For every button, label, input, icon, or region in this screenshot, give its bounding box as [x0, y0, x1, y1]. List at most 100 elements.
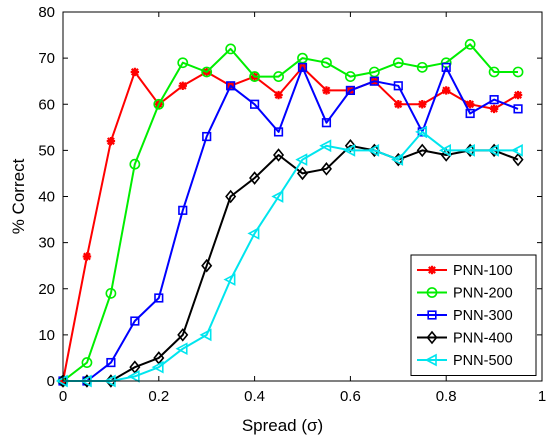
data-point: [250, 99, 260, 109]
data-point: [368, 66, 380, 78]
data-point: [512, 66, 524, 78]
data-point: [297, 62, 308, 72]
legend-marker: [426, 287, 438, 298]
data-point: [512, 152, 524, 167]
legend: PNN-100 PNN-200 PNN-300 PNN-400 PNN-500: [410, 254, 537, 376]
legend-entry-pnn-100: PNN-100: [417, 263, 513, 279]
data-point: [489, 104, 499, 114]
series-pnn-400: [57, 138, 524, 388]
data-point: [105, 287, 117, 299]
data-point: [465, 100, 475, 109]
legend-label: PNN-500: [453, 353, 513, 369]
data-point: [202, 131, 212, 142]
data-point: [177, 328, 189, 342]
data-point: [343, 144, 356, 157]
data-point: [130, 67, 140, 77]
legend-entry-pnn-500: PNN-500: [417, 353, 513, 369]
data-point: [369, 76, 379, 86]
y-tick-label: 70: [38, 50, 55, 67]
data-point: [392, 57, 404, 69]
x-tick-label: 1: [538, 388, 546, 405]
x-axis-label: Spread (σ): [242, 416, 323, 435]
data-point: [416, 143, 428, 158]
data-point: [416, 61, 428, 73]
data-point: [199, 328, 212, 342]
data-point: [178, 81, 187, 90]
legend-entry-pnn-300: PNN-300: [417, 308, 513, 324]
legend-label: PNN-200: [453, 286, 513, 302]
data-point: [154, 293, 164, 303]
data-point: [273, 127, 284, 137]
data-point: [441, 62, 451, 72]
data-point: [201, 258, 213, 273]
data-point: [201, 66, 213, 78]
data-point: [488, 66, 500, 78]
data-point: [296, 166, 309, 181]
data-point: [440, 148, 452, 162]
y-tick-label: 30: [38, 235, 55, 252]
data-point: [106, 357, 116, 368]
data-marks: [55, 38, 524, 388]
data-point: [295, 153, 308, 166]
data-point: [223, 273, 236, 286]
data-point: [321, 57, 332, 69]
legend-marker: [424, 353, 437, 367]
data-point: [151, 360, 164, 374]
data-point: [81, 357, 93, 368]
data-point: [106, 136, 116, 146]
data-point: [462, 144, 475, 157]
data-point: [344, 71, 356, 82]
data-point: [510, 144, 523, 157]
y-tick-label: 0: [47, 373, 55, 390]
legend-marker: [426, 330, 438, 345]
data-point: [153, 98, 165, 110]
y-tick-label: 20: [38, 281, 55, 298]
x-tick-label: 0.2: [148, 388, 169, 405]
data-point: [320, 162, 332, 176]
data-point: [249, 171, 261, 185]
y-tick-label: 50: [38, 142, 55, 159]
y-axis-label: % Correct: [9, 158, 28, 234]
legend-marker: [427, 265, 437, 275]
data-point: [130, 316, 140, 326]
data-point: [178, 205, 188, 215]
data-point: [486, 144, 499, 157]
series-line: [62, 66, 519, 382]
data-point: [274, 90, 283, 100]
legend-label: PNN-100: [453, 263, 513, 279]
legend-marker: [427, 310, 437, 320]
legend-entry-pnn-200: PNN-200: [417, 286, 513, 302]
data-point: [391, 153, 404, 166]
y-tick-label: 40: [38, 189, 55, 206]
data-point: [465, 108, 475, 119]
data-point: [225, 43, 237, 55]
data-point: [226, 81, 236, 91]
x-tick-label: 0.8: [436, 388, 457, 405]
data-point: [127, 370, 140, 383]
data-point: [489, 95, 499, 105]
legend-label: PNN-400: [453, 331, 513, 347]
data-point: [175, 342, 188, 356]
data-point: [177, 57, 189, 69]
y-tick-label: 10: [38, 327, 55, 344]
x-tick-label: 0: [59, 388, 67, 405]
data-point: [438, 144, 452, 157]
data-point: [271, 190, 284, 203]
x-tick-label: 0.6: [340, 388, 361, 405]
data-point: [464, 38, 476, 50]
data-point: [82, 252, 92, 261]
data-point: [297, 52, 308, 64]
data-point: [273, 148, 285, 162]
data-point: [129, 158, 141, 170]
data-point: [249, 71, 260, 82]
y-tick-label: 60: [38, 96, 55, 113]
data-point: [367, 144, 380, 157]
data-point: [321, 118, 332, 128]
data-point: [247, 227, 260, 240]
data-point: [415, 125, 428, 139]
data-point: [322, 86, 331, 95]
data-point: [273, 71, 284, 82]
legend-entry-pnn-400: PNN-400: [417, 331, 513, 347]
